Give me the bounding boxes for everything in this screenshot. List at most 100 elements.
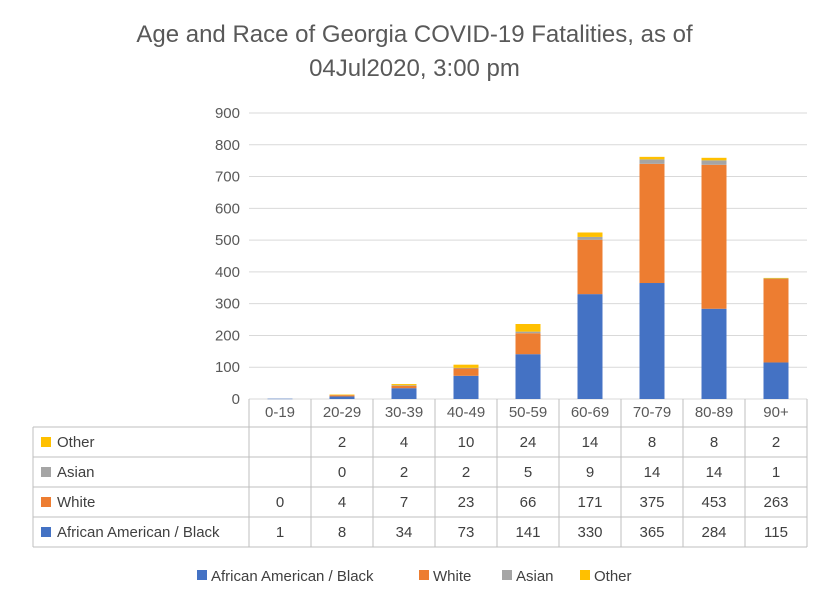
bar-segment (577, 294, 603, 399)
chart-title-line-2: 04Jul2020, 3:00 pm (309, 55, 520, 82)
chart-title-line-1: Age and Race of Georgia COVID-19 Fatalit… (136, 21, 693, 48)
bar-segment (391, 385, 417, 389)
legend-label: African American / Black (211, 568, 374, 585)
data-label: 10 (458, 434, 475, 451)
x-tick-label: 40-49 (447, 404, 485, 421)
bar-segment (701, 308, 727, 399)
y-tick-label: 400 (215, 264, 240, 281)
y-tick-label: 800 (215, 137, 240, 154)
legend-label: Asian (516, 568, 554, 585)
bar-segment (391, 388, 417, 399)
data-label: 141 (515, 524, 540, 541)
bar-segment (639, 283, 665, 399)
data-label: 2 (400, 464, 408, 481)
y-tick-label: 500 (215, 232, 240, 249)
x-tick-label: 70-79 (633, 404, 671, 421)
data-label: 4 (400, 434, 408, 451)
data-label: 66 (520, 494, 537, 511)
x-tick-label: 50-59 (509, 404, 547, 421)
bar-segment (515, 333, 541, 355)
legend-label: Other (594, 568, 632, 585)
data-label: 375 (639, 494, 664, 511)
table-row-label: African American / Black (57, 524, 220, 541)
data-label: 284 (701, 524, 726, 541)
y-tick-label: 700 (215, 169, 240, 186)
x-tick-label: 30-39 (385, 404, 423, 421)
bar-segment (329, 395, 355, 397)
data-label: 8 (710, 434, 718, 451)
bar-segment (453, 368, 479, 376)
x-tick-label: 60-69 (571, 404, 609, 421)
data-label: 330 (577, 524, 602, 541)
x-tick-label: 90+ (763, 404, 789, 421)
bar-segment (391, 384, 417, 386)
data-label: 9 (586, 464, 594, 481)
bar-segment (515, 354, 541, 399)
y-tick-label: 300 (215, 296, 240, 313)
bar-segment (701, 157, 727, 161)
bar-segment (639, 163, 665, 284)
data-label: 115 (764, 524, 788, 541)
data-label: 14 (582, 434, 599, 451)
data-label: 263 (763, 494, 788, 511)
y-tick-label: 0 (232, 391, 240, 408)
data-label: 14 (644, 464, 661, 481)
legend-key (502, 570, 512, 580)
bar-segment (453, 367, 479, 369)
y-tick-label: 200 (215, 327, 240, 344)
data-label: 7 (400, 494, 408, 511)
data-label: 34 (396, 524, 413, 541)
bar-segment (267, 398, 293, 400)
data-label: 453 (701, 494, 726, 511)
table-row-label: Other (57, 434, 95, 451)
data-label: 23 (458, 494, 475, 511)
bar-segment (577, 232, 603, 237)
x-tick-label: 20-29 (323, 404, 361, 421)
data-label: 365 (639, 524, 664, 541)
data-label: 2 (338, 434, 346, 451)
bar-segment (329, 396, 355, 399)
y-tick-label: 900 (215, 105, 240, 122)
bar-segment (391, 385, 417, 386)
data-label: 8 (648, 434, 656, 451)
data-label: 171 (577, 494, 602, 511)
data-label: 2 (772, 434, 780, 451)
x-tick-label: 80-89 (695, 404, 733, 421)
data-label: 1 (276, 524, 284, 541)
bar-segment (701, 160, 727, 165)
table-row-label: Asian (57, 464, 95, 481)
data-label: 1 (772, 464, 780, 481)
legend-key (580, 570, 590, 580)
bar-segment (453, 375, 479, 399)
bar-segment (763, 277, 789, 279)
bar-segment (577, 239, 603, 295)
bar-segment (329, 394, 355, 396)
data-label: 0 (276, 494, 284, 511)
bar-segment (515, 331, 541, 334)
data-label: 4 (338, 494, 346, 511)
bar-segment (639, 156, 665, 160)
data-label: 73 (458, 524, 475, 541)
bar-segment (763, 278, 789, 280)
x-tick-label: 0-19 (265, 404, 295, 421)
bar-segment (515, 324, 541, 332)
table-legend-key (41, 527, 51, 537)
table-row-label: White (57, 494, 95, 511)
data-label: 2 (462, 464, 470, 481)
table-legend-key (41, 467, 51, 477)
legend-key (419, 570, 429, 580)
data-label: 24 (520, 434, 537, 451)
y-tick-label: 100 (215, 359, 240, 376)
bar-segment (763, 278, 789, 363)
data-label: 14 (706, 464, 723, 481)
y-tick-label: 600 (215, 200, 240, 217)
bar-segment (763, 362, 789, 399)
table-legend-key (41, 437, 51, 447)
data-label: 5 (524, 464, 532, 481)
bar-segment (701, 164, 727, 309)
data-label: 8 (338, 524, 346, 541)
table-legend-key (41, 497, 51, 507)
bar-segment (639, 159, 665, 164)
chart-title: Age and Race of Georgia COVID-19 Fatalit… (0, 18, 829, 86)
data-label: 0 (338, 464, 346, 481)
